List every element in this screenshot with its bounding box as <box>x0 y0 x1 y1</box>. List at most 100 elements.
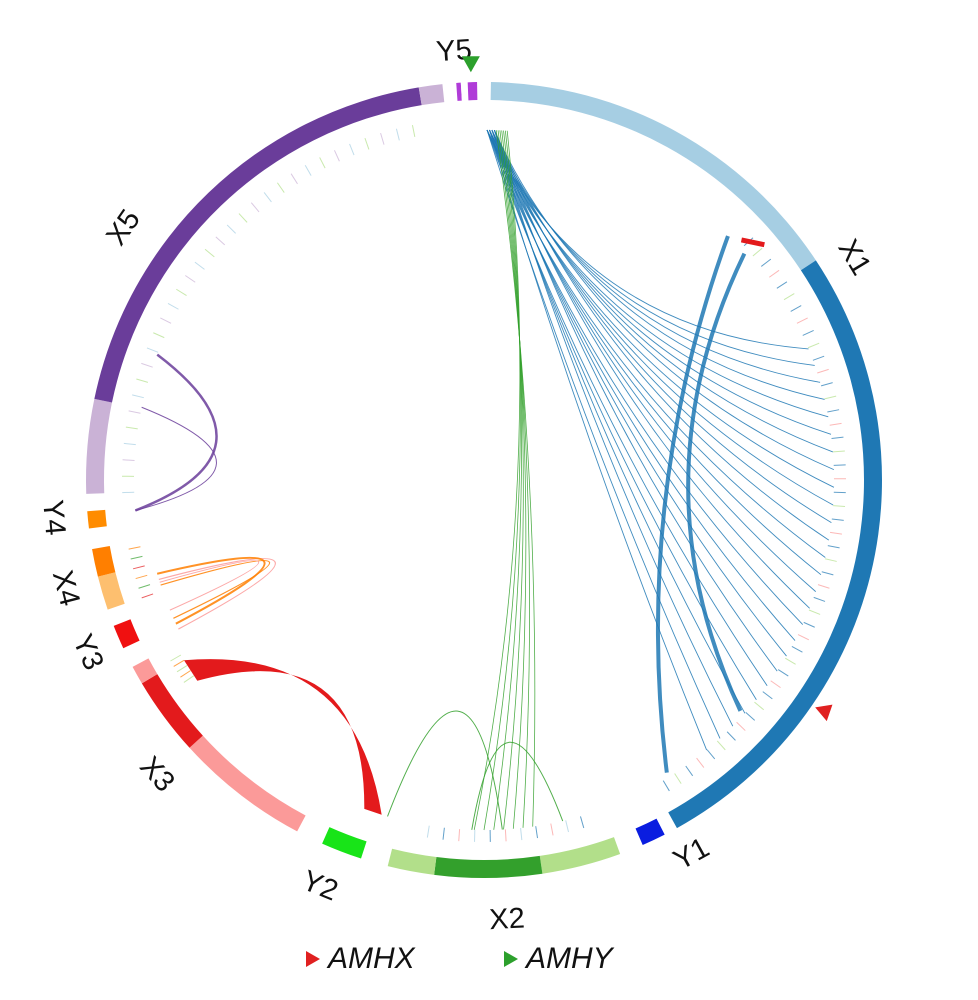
tick-x1 <box>812 355 825 361</box>
tick-x1 <box>760 258 772 267</box>
tick-x5 <box>226 224 237 234</box>
tick-x1 <box>813 596 826 602</box>
tick-x3 <box>176 665 188 673</box>
segment-x5-band-0 <box>86 398 112 494</box>
segment-y5-band-0 <box>456 82 462 101</box>
segment-label-x1: X1 <box>831 234 877 281</box>
tick-x1 <box>829 422 842 426</box>
segment-x5-band-1 <box>94 87 422 403</box>
amhy-marker-icon <box>461 56 480 73</box>
link-y5-x1 <box>486 129 721 739</box>
segment-label-y4: Y4 <box>36 499 71 537</box>
link-y5-x1 <box>489 129 832 435</box>
tick-x5 <box>122 459 135 461</box>
link-y5-x1 <box>491 129 832 524</box>
tick-x1 <box>791 646 803 653</box>
segment-x5-band-2 <box>418 84 445 106</box>
segment-y5-band-1 <box>460 82 469 101</box>
tick-x1 <box>685 765 694 777</box>
tick-x5 <box>146 347 159 353</box>
link-y5-x1 <box>493 129 830 541</box>
segment-x5 <box>86 84 445 494</box>
link-y5-x1 <box>486 129 768 686</box>
tick-x1 <box>796 317 808 324</box>
tick-x5 <box>123 442 136 446</box>
red-triangle-icon <box>306 951 320 967</box>
link-y5-x2 <box>497 130 530 828</box>
tick-x1 <box>827 545 840 549</box>
link-x3-ribbon <box>183 659 382 815</box>
link-x1-inner-b <box>686 252 747 712</box>
tick-x5 <box>276 182 285 193</box>
tick-x5 <box>128 410 141 414</box>
tick-x5 <box>141 362 153 368</box>
tick-x5 <box>167 302 179 310</box>
tick-x1 <box>696 757 705 768</box>
tick-x1 <box>706 749 716 760</box>
link-x2-inner-b <box>387 710 503 830</box>
tick-x5 <box>185 275 196 283</box>
link-x4-a <box>160 559 271 619</box>
tick-x2 <box>458 829 461 842</box>
link-y5-x1 <box>489 129 757 701</box>
tick-x5 <box>290 173 298 185</box>
tick-x5 <box>176 288 187 296</box>
link-x4-d <box>159 560 260 611</box>
tick-x1 <box>674 773 682 784</box>
link-y5-x1 <box>493 129 810 609</box>
segment-y4 <box>87 509 107 529</box>
tick-x1 <box>808 609 821 615</box>
tick-x5 <box>238 213 248 223</box>
segment-y5-band-2 <box>467 82 478 101</box>
synteny-links <box>134 129 835 831</box>
segment-x3 <box>132 658 306 832</box>
segment-label-y1: Y1 <box>668 832 715 877</box>
gene-markers <box>461 56 833 722</box>
tick-x1 <box>821 571 834 576</box>
tick-x1 <box>833 505 846 508</box>
tick-x1 <box>790 305 802 312</box>
link-y5-x1 <box>489 129 708 751</box>
tick-x1 <box>776 281 788 289</box>
tick-x1 <box>745 712 756 721</box>
tick-x5 <box>136 378 149 383</box>
tick-x3 <box>183 675 195 683</box>
tick-x1 <box>820 382 833 387</box>
tick-x5 <box>160 317 172 324</box>
segment-x4 <box>92 545 125 610</box>
segment-y3-band-0 <box>113 619 140 649</box>
link-x5-a <box>134 353 218 512</box>
tick-x5 <box>334 150 340 162</box>
tick-x5 <box>380 132 385 145</box>
tick-x1 <box>726 731 736 741</box>
tick-x1 <box>802 330 814 336</box>
link-y5-x2 <box>499 130 527 829</box>
segment-y1 <box>635 818 665 845</box>
tick-x5 <box>250 202 260 213</box>
link-x2-inner-a <box>471 741 564 830</box>
link-y5-x2 <box>493 130 522 830</box>
tick-x4 <box>135 574 148 580</box>
segment-x4-band-0 <box>97 572 125 610</box>
segment-x3-band-0 <box>189 735 306 832</box>
link-y5-x1 <box>493 130 778 672</box>
link-y5-x1 <box>493 129 835 471</box>
tick-x5 <box>194 261 205 270</box>
link-y5-x1 <box>491 129 746 714</box>
legend: AMHX AMHY <box>0 942 978 992</box>
link-y5-x1 <box>491 129 817 592</box>
tick-x1 <box>797 634 810 641</box>
tick-x1 <box>824 395 837 400</box>
link-y5-x1 <box>489 129 834 506</box>
tick-x1 <box>752 247 763 257</box>
tick-x1 <box>833 464 846 466</box>
tick-x5 <box>349 143 355 156</box>
tick-x3 <box>170 654 182 662</box>
segment-x2-band-2 <box>387 848 437 875</box>
tick-x1 <box>785 657 796 665</box>
tick-x4 <box>132 565 145 570</box>
legend-item-amhx: AMHX <box>306 942 415 976</box>
segment-y2-band-0 <box>322 827 367 859</box>
tick-x1 <box>817 584 830 589</box>
